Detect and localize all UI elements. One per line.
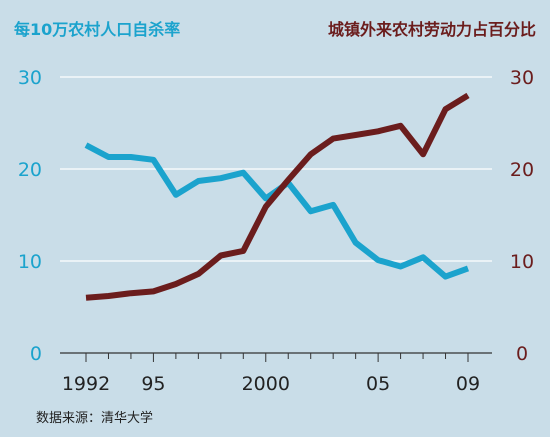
y-right-tick-label: 30: [510, 67, 534, 89]
series-line-left: [84, 142, 470, 280]
x-tick-label: 95: [141, 373, 165, 395]
y-left-tick-label: 20: [18, 159, 42, 181]
y-left-tick-label: 10: [18, 251, 42, 273]
x-tick-label: 2000: [242, 373, 290, 395]
y-left-tick-label: 30: [18, 67, 42, 89]
y-right-tick-label: 10: [510, 251, 534, 273]
series-line-right: [85, 92, 470, 301]
y-right-tick-label: 20: [510, 159, 534, 181]
source-note: 数据来源：清华大学: [36, 411, 154, 426]
x-tick-label: 05: [366, 373, 390, 395]
right-axis-title: 城镇外来农村劳动力占百分比: [327, 20, 536, 39]
y-left-tick-label: 0: [30, 343, 42, 365]
y-right-tick-label: 0: [516, 343, 528, 365]
x-tick-label: 09: [456, 373, 480, 395]
x-tick-label: 1992: [62, 373, 110, 395]
left-axis-title: 每10万农村人口自杀率: [14, 20, 181, 39]
